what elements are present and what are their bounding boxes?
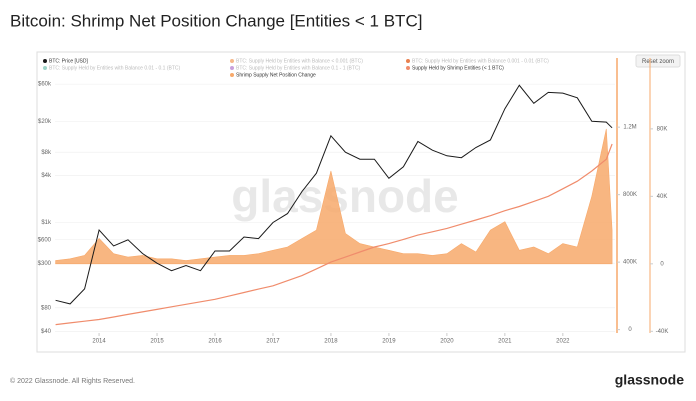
legend-swatch[interactable] xyxy=(230,73,234,77)
supply-line xyxy=(55,143,613,326)
x-tick-label: 2015 xyxy=(150,339,164,345)
legend-swatch[interactable] xyxy=(43,66,47,70)
y2-tick-label: 1.2M xyxy=(623,125,636,131)
y2-tick-label: 800K xyxy=(623,192,637,198)
legend-label[interactable]: Supply Held by Shrimp Entities (< 1 BTC) xyxy=(412,65,504,71)
y2-tick-label: 0 xyxy=(628,327,632,333)
panel xyxy=(36,51,686,353)
x-tick-label: 2019 xyxy=(382,339,396,345)
chart-title: Bitcoin: Shrimp Net Position Change [Ent… xyxy=(10,11,422,30)
legend-label[interactable]: BTC: Supply Held by Entities with Balanc… xyxy=(236,65,361,71)
legend-label[interactable]: Shrimp Supply Net Position Change xyxy=(236,72,316,78)
x-tick-label: 2021 xyxy=(498,339,512,345)
price-line xyxy=(55,84,613,305)
x-tick-label: 2016 xyxy=(208,339,222,345)
reset-zoom-label[interactable]: Reset zoom xyxy=(642,59,674,65)
logo: glassnode xyxy=(615,372,684,388)
watermark: glassnode xyxy=(231,170,459,222)
y3-tick-label: 40K xyxy=(657,194,668,200)
x-tick-label: 2020 xyxy=(440,339,454,345)
y-tick-label: $4k xyxy=(41,173,52,179)
legend-swatch[interactable] xyxy=(406,66,410,70)
y3-tick-label: 80K xyxy=(657,126,668,132)
y-tick-label: $20k xyxy=(38,119,52,125)
y-tick-label: $60k xyxy=(38,82,52,88)
legend-label[interactable]: BTC: Supply Held by Entities with Balanc… xyxy=(412,58,549,64)
y-tick-label: $1k xyxy=(41,220,52,226)
y-tick-label: $40 xyxy=(41,329,52,335)
y-tick-label: $300 xyxy=(38,261,52,267)
y-tick-label: $80 xyxy=(41,305,52,311)
legend-swatch[interactable] xyxy=(43,59,47,63)
legend-label[interactable]: BTC: Supply Held by Entities with Balanc… xyxy=(49,65,181,71)
y-tick-label: $600 xyxy=(38,237,52,243)
copyright: © 2022 Glassnode. All Rights Reserved. xyxy=(10,377,135,385)
legend-label[interactable]: BTC: Supply Held by Entities with Balanc… xyxy=(236,58,363,64)
y-tick-label: $8k xyxy=(41,150,52,156)
legend-swatch[interactable] xyxy=(230,59,234,63)
y3-tick-label: 0 xyxy=(660,261,664,267)
x-tick-label: 2022 xyxy=(556,339,570,345)
legend-swatch[interactable] xyxy=(406,59,410,63)
reset-zoom-button[interactable] xyxy=(635,54,681,68)
legend-swatch[interactable] xyxy=(230,66,234,70)
x-tick-label: 2014 xyxy=(92,339,106,345)
legend-label[interactable]: BTC: Price [USD] xyxy=(49,58,89,64)
x-tick-label: 2018 xyxy=(324,339,338,345)
net-change-area xyxy=(55,128,613,265)
x-tick-label: 2017 xyxy=(266,339,280,345)
y3-tick-label: -40K xyxy=(656,329,669,335)
y2-tick-label: 400K xyxy=(623,260,637,266)
